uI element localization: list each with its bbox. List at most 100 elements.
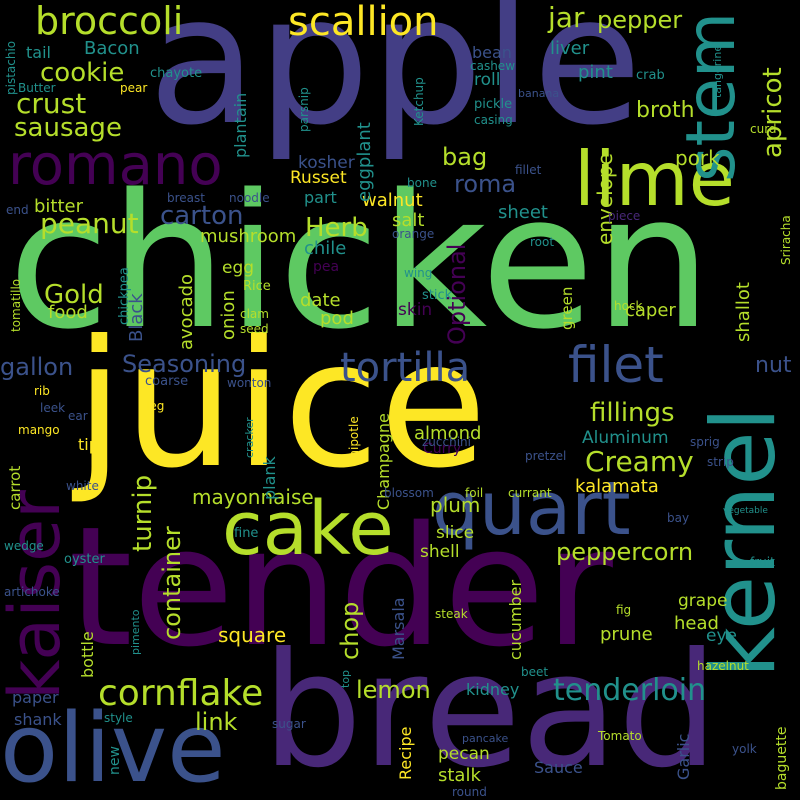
word: eye: [706, 626, 737, 646]
word: Marsala: [389, 597, 408, 660]
word: baguette: [774, 726, 790, 790]
word: bread: [262, 619, 719, 800]
word: top: [339, 669, 352, 688]
word: seed: [240, 322, 269, 336]
word: Creamy: [585, 445, 694, 478]
word: Aluminum: [582, 428, 669, 448]
word: Recipe: [396, 726, 415, 780]
word: skin: [398, 300, 433, 320]
word: currant: [508, 486, 552, 500]
word: wedge: [4, 539, 44, 553]
word: pecan: [438, 744, 490, 764]
word: chicken: [8, 154, 712, 370]
word: shell: [420, 542, 460, 562]
word: romano: [8, 133, 223, 198]
word: chickpea: [117, 267, 132, 325]
word: steak: [435, 607, 468, 621]
word: peppercorn: [556, 538, 694, 566]
word: strip: [707, 455, 734, 469]
word: Butter: [18, 81, 56, 95]
word: liver: [550, 38, 590, 59]
word: parsnip: [297, 87, 311, 132]
word: prune: [600, 624, 653, 645]
word: container: [158, 526, 186, 640]
word: quart: [432, 466, 631, 552]
word: bag: [442, 143, 488, 171]
word: casing: [474, 113, 513, 127]
word: link: [195, 708, 238, 736]
word: Sriracha: [779, 215, 793, 265]
word: Garlic: [674, 733, 693, 780]
word: leek: [40, 401, 66, 415]
word: zucchini: [422, 435, 471, 449]
word: cornflake: [98, 673, 264, 714]
word: pancake: [462, 732, 509, 745]
word: filet: [568, 336, 664, 394]
word: egg: [222, 258, 255, 278]
word: style: [104, 711, 133, 725]
word: Herb: [305, 213, 368, 243]
word: broccoli: [35, 0, 184, 43]
word: stick: [422, 288, 453, 303]
word: carrot: [6, 465, 24, 510]
word: envelope: [593, 153, 617, 245]
word: tenderloin: [553, 673, 707, 708]
word: salt: [392, 210, 425, 231]
word: chayote: [150, 66, 203, 81]
word: mango: [18, 423, 60, 437]
word: sprig: [690, 435, 720, 449]
word: scallion: [288, 0, 439, 45]
word: rib: [34, 384, 50, 398]
word: coarse: [145, 374, 189, 389]
word: clam: [240, 307, 269, 321]
word: tomatillo: [9, 278, 23, 332]
word: breast: [167, 191, 205, 205]
word: apricot: [758, 67, 788, 158]
word: tender: [68, 491, 613, 683]
word: pea: [313, 259, 340, 275]
word: sheet: [498, 202, 548, 223]
word: date: [300, 290, 341, 311]
word: blossom: [384, 486, 434, 500]
word: crust: [16, 87, 87, 120]
word: carton: [160, 201, 244, 231]
word: kosher: [298, 153, 355, 173]
word: tangerine: [711, 44, 724, 98]
word: hock: [614, 299, 643, 313]
word: fine: [234, 526, 259, 541]
word: bitter: [34, 196, 84, 217]
word: avocado: [176, 273, 197, 350]
word: hazelnut: [697, 659, 749, 673]
word: tail: [26, 43, 51, 62]
word: bone: [407, 176, 437, 190]
word: olive: [0, 694, 226, 800]
word: caper: [625, 300, 676, 321]
word: fig: [616, 603, 632, 617]
word: pod: [320, 308, 354, 329]
word: pretzel: [525, 449, 567, 463]
word: peanut: [40, 207, 139, 240]
word: pint: [578, 62, 613, 83]
word: Russet: [290, 168, 347, 188]
word: Sauce: [534, 758, 583, 777]
word: green: [558, 286, 576, 330]
word: grape: [678, 591, 728, 611]
word: square: [218, 623, 287, 647]
word: food: [48, 302, 88, 323]
word: mayonnaise: [192, 485, 314, 509]
word: roma: [454, 170, 517, 198]
word: broth: [636, 98, 695, 123]
word: cookie: [40, 58, 125, 88]
word: apple: [148, 0, 643, 164]
word: oyster: [64, 552, 105, 567]
word: walnut: [362, 190, 423, 211]
word: pear: [120, 81, 148, 95]
word: shank: [14, 710, 62, 729]
word: head: [674, 613, 719, 634]
word: foil: [465, 486, 484, 500]
word: pork: [675, 146, 720, 170]
word: noodle: [229, 191, 270, 205]
word: round: [452, 785, 487, 799]
word: kidney: [466, 680, 520, 699]
word: end: [6, 203, 29, 217]
